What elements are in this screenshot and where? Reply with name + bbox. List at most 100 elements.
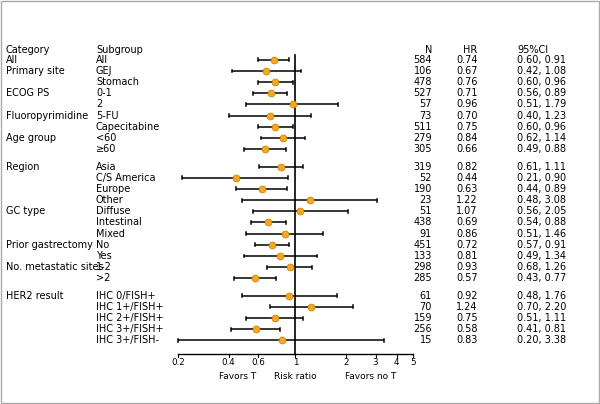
Text: 0.48, 1.76: 0.48, 1.76 [517, 291, 566, 301]
Text: Diffuse: Diffuse [96, 206, 131, 216]
Text: 4: 4 [394, 358, 399, 367]
Text: Europe: Europe [96, 184, 130, 194]
Text: 478: 478 [413, 77, 432, 87]
Text: 133: 133 [413, 251, 432, 261]
Text: 279: 279 [413, 133, 432, 143]
Text: 1-2: 1-2 [96, 262, 112, 272]
Text: Risk ratio: Risk ratio [274, 372, 317, 381]
Text: 0.93: 0.93 [456, 262, 478, 272]
Text: 0.70, 2.20: 0.70, 2.20 [517, 302, 566, 312]
Text: 0.63: 0.63 [456, 184, 478, 194]
Text: 0.49, 1.34: 0.49, 1.34 [517, 251, 566, 261]
Text: 15: 15 [419, 335, 432, 345]
Text: 0.51, 1.11: 0.51, 1.11 [517, 313, 566, 323]
Text: 0.40, 1.23: 0.40, 1.23 [517, 111, 566, 121]
Text: IHC 3+/FISH-: IHC 3+/FISH- [96, 335, 159, 345]
Text: 0-1: 0-1 [96, 88, 112, 98]
Text: 0.57: 0.57 [456, 274, 478, 283]
Text: 305: 305 [413, 144, 432, 154]
Text: 73: 73 [419, 111, 432, 121]
Text: 61: 61 [420, 291, 432, 301]
Text: 70: 70 [419, 302, 432, 312]
Text: Other: Other [96, 195, 124, 205]
Text: 0.66: 0.66 [456, 144, 478, 154]
Text: 0.56, 2.05: 0.56, 2.05 [517, 206, 566, 216]
Text: Stomach: Stomach [96, 77, 139, 87]
Text: 0.83: 0.83 [456, 335, 478, 345]
Text: IHC 1+/FISH+: IHC 1+/FISH+ [96, 302, 163, 312]
Text: 95%CI: 95%CI [517, 45, 548, 55]
Text: IHC 3+/FISH+: IHC 3+/FISH+ [96, 324, 163, 334]
Text: 106: 106 [413, 66, 432, 76]
Text: 0.82: 0.82 [456, 162, 478, 172]
Text: 0.70: 0.70 [456, 111, 478, 121]
Text: 0.44, 0.89: 0.44, 0.89 [517, 184, 566, 194]
Text: 438: 438 [413, 217, 432, 227]
Text: 0.6: 0.6 [251, 358, 265, 367]
Text: 0.20, 3.38: 0.20, 3.38 [517, 335, 566, 345]
Text: 319: 319 [413, 162, 432, 172]
Text: Capecitabine: Capecitabine [96, 122, 160, 132]
Text: 527: 527 [413, 88, 432, 98]
Text: GEJ: GEJ [96, 66, 113, 76]
Text: 91: 91 [420, 229, 432, 239]
Text: 0.43, 0.77: 0.43, 0.77 [517, 274, 566, 283]
Text: HR: HR [463, 45, 478, 55]
Text: >2: >2 [96, 274, 110, 283]
Text: 0.58: 0.58 [456, 324, 478, 334]
Text: 0.74: 0.74 [456, 55, 478, 65]
Text: 0.57, 0.91: 0.57, 0.91 [517, 240, 566, 250]
Text: 0.75: 0.75 [456, 313, 478, 323]
Text: 57: 57 [419, 99, 432, 109]
Text: 1.24: 1.24 [456, 302, 478, 312]
Text: Primary site: Primary site [6, 66, 65, 76]
Text: 0.54, 0.88: 0.54, 0.88 [517, 217, 566, 227]
Text: 0.61, 1.11: 0.61, 1.11 [517, 162, 566, 172]
Text: ≥60: ≥60 [96, 144, 116, 154]
Text: C/S America: C/S America [96, 173, 155, 183]
Text: 159: 159 [413, 313, 432, 323]
Text: 2: 2 [96, 99, 102, 109]
Text: 584: 584 [413, 55, 432, 65]
Text: Age group: Age group [6, 133, 56, 143]
Text: 0.72: 0.72 [456, 240, 478, 250]
Text: Prior gastrectomy: Prior gastrectomy [6, 240, 93, 250]
Text: 1: 1 [293, 358, 298, 367]
Text: 0.71: 0.71 [456, 88, 478, 98]
Text: 0.60, 0.91: 0.60, 0.91 [517, 55, 566, 65]
Text: 0.56, 0.89: 0.56, 0.89 [517, 88, 566, 98]
Text: Mixed: Mixed [96, 229, 125, 239]
Text: 0.60, 0.96: 0.60, 0.96 [517, 122, 566, 132]
Text: 0.41, 0.81: 0.41, 0.81 [517, 324, 566, 334]
Text: 0.51, 1.46: 0.51, 1.46 [517, 229, 566, 239]
Text: 1.22: 1.22 [456, 195, 478, 205]
Text: IHC 2+/FISH+: IHC 2+/FISH+ [96, 313, 164, 323]
Text: 511: 511 [413, 122, 432, 132]
Text: Region: Region [6, 162, 40, 172]
Text: 0.62, 1.14: 0.62, 1.14 [517, 133, 566, 143]
Text: 52: 52 [419, 173, 432, 183]
Text: 0.60, 0.96: 0.60, 0.96 [517, 77, 566, 87]
Text: 0.51, 1.79: 0.51, 1.79 [517, 99, 566, 109]
Text: All: All [96, 55, 108, 65]
Text: 0.86: 0.86 [456, 229, 478, 239]
Text: 0.75: 0.75 [456, 122, 478, 132]
Text: 0.92: 0.92 [456, 291, 478, 301]
Text: 0.69: 0.69 [456, 217, 478, 227]
Text: 0.96: 0.96 [456, 99, 478, 109]
Text: Asia: Asia [96, 162, 116, 172]
Text: 298: 298 [413, 262, 432, 272]
Text: 0.48, 3.08: 0.48, 3.08 [517, 195, 566, 205]
Text: 256: 256 [413, 324, 432, 334]
Text: All: All [6, 55, 18, 65]
Text: 0.76: 0.76 [456, 77, 478, 87]
Text: ECOG PS: ECOG PS [6, 88, 49, 98]
Text: Intestinal: Intestinal [96, 217, 142, 227]
Text: 2: 2 [343, 358, 349, 367]
Text: Category: Category [6, 45, 50, 55]
Text: 5-FU: 5-FU [96, 111, 119, 121]
Text: Subgroup: Subgroup [96, 45, 143, 55]
Text: 0.81: 0.81 [456, 251, 478, 261]
Text: No. metastatic sites: No. metastatic sites [6, 262, 104, 272]
Text: Favors T: Favors T [218, 372, 256, 381]
